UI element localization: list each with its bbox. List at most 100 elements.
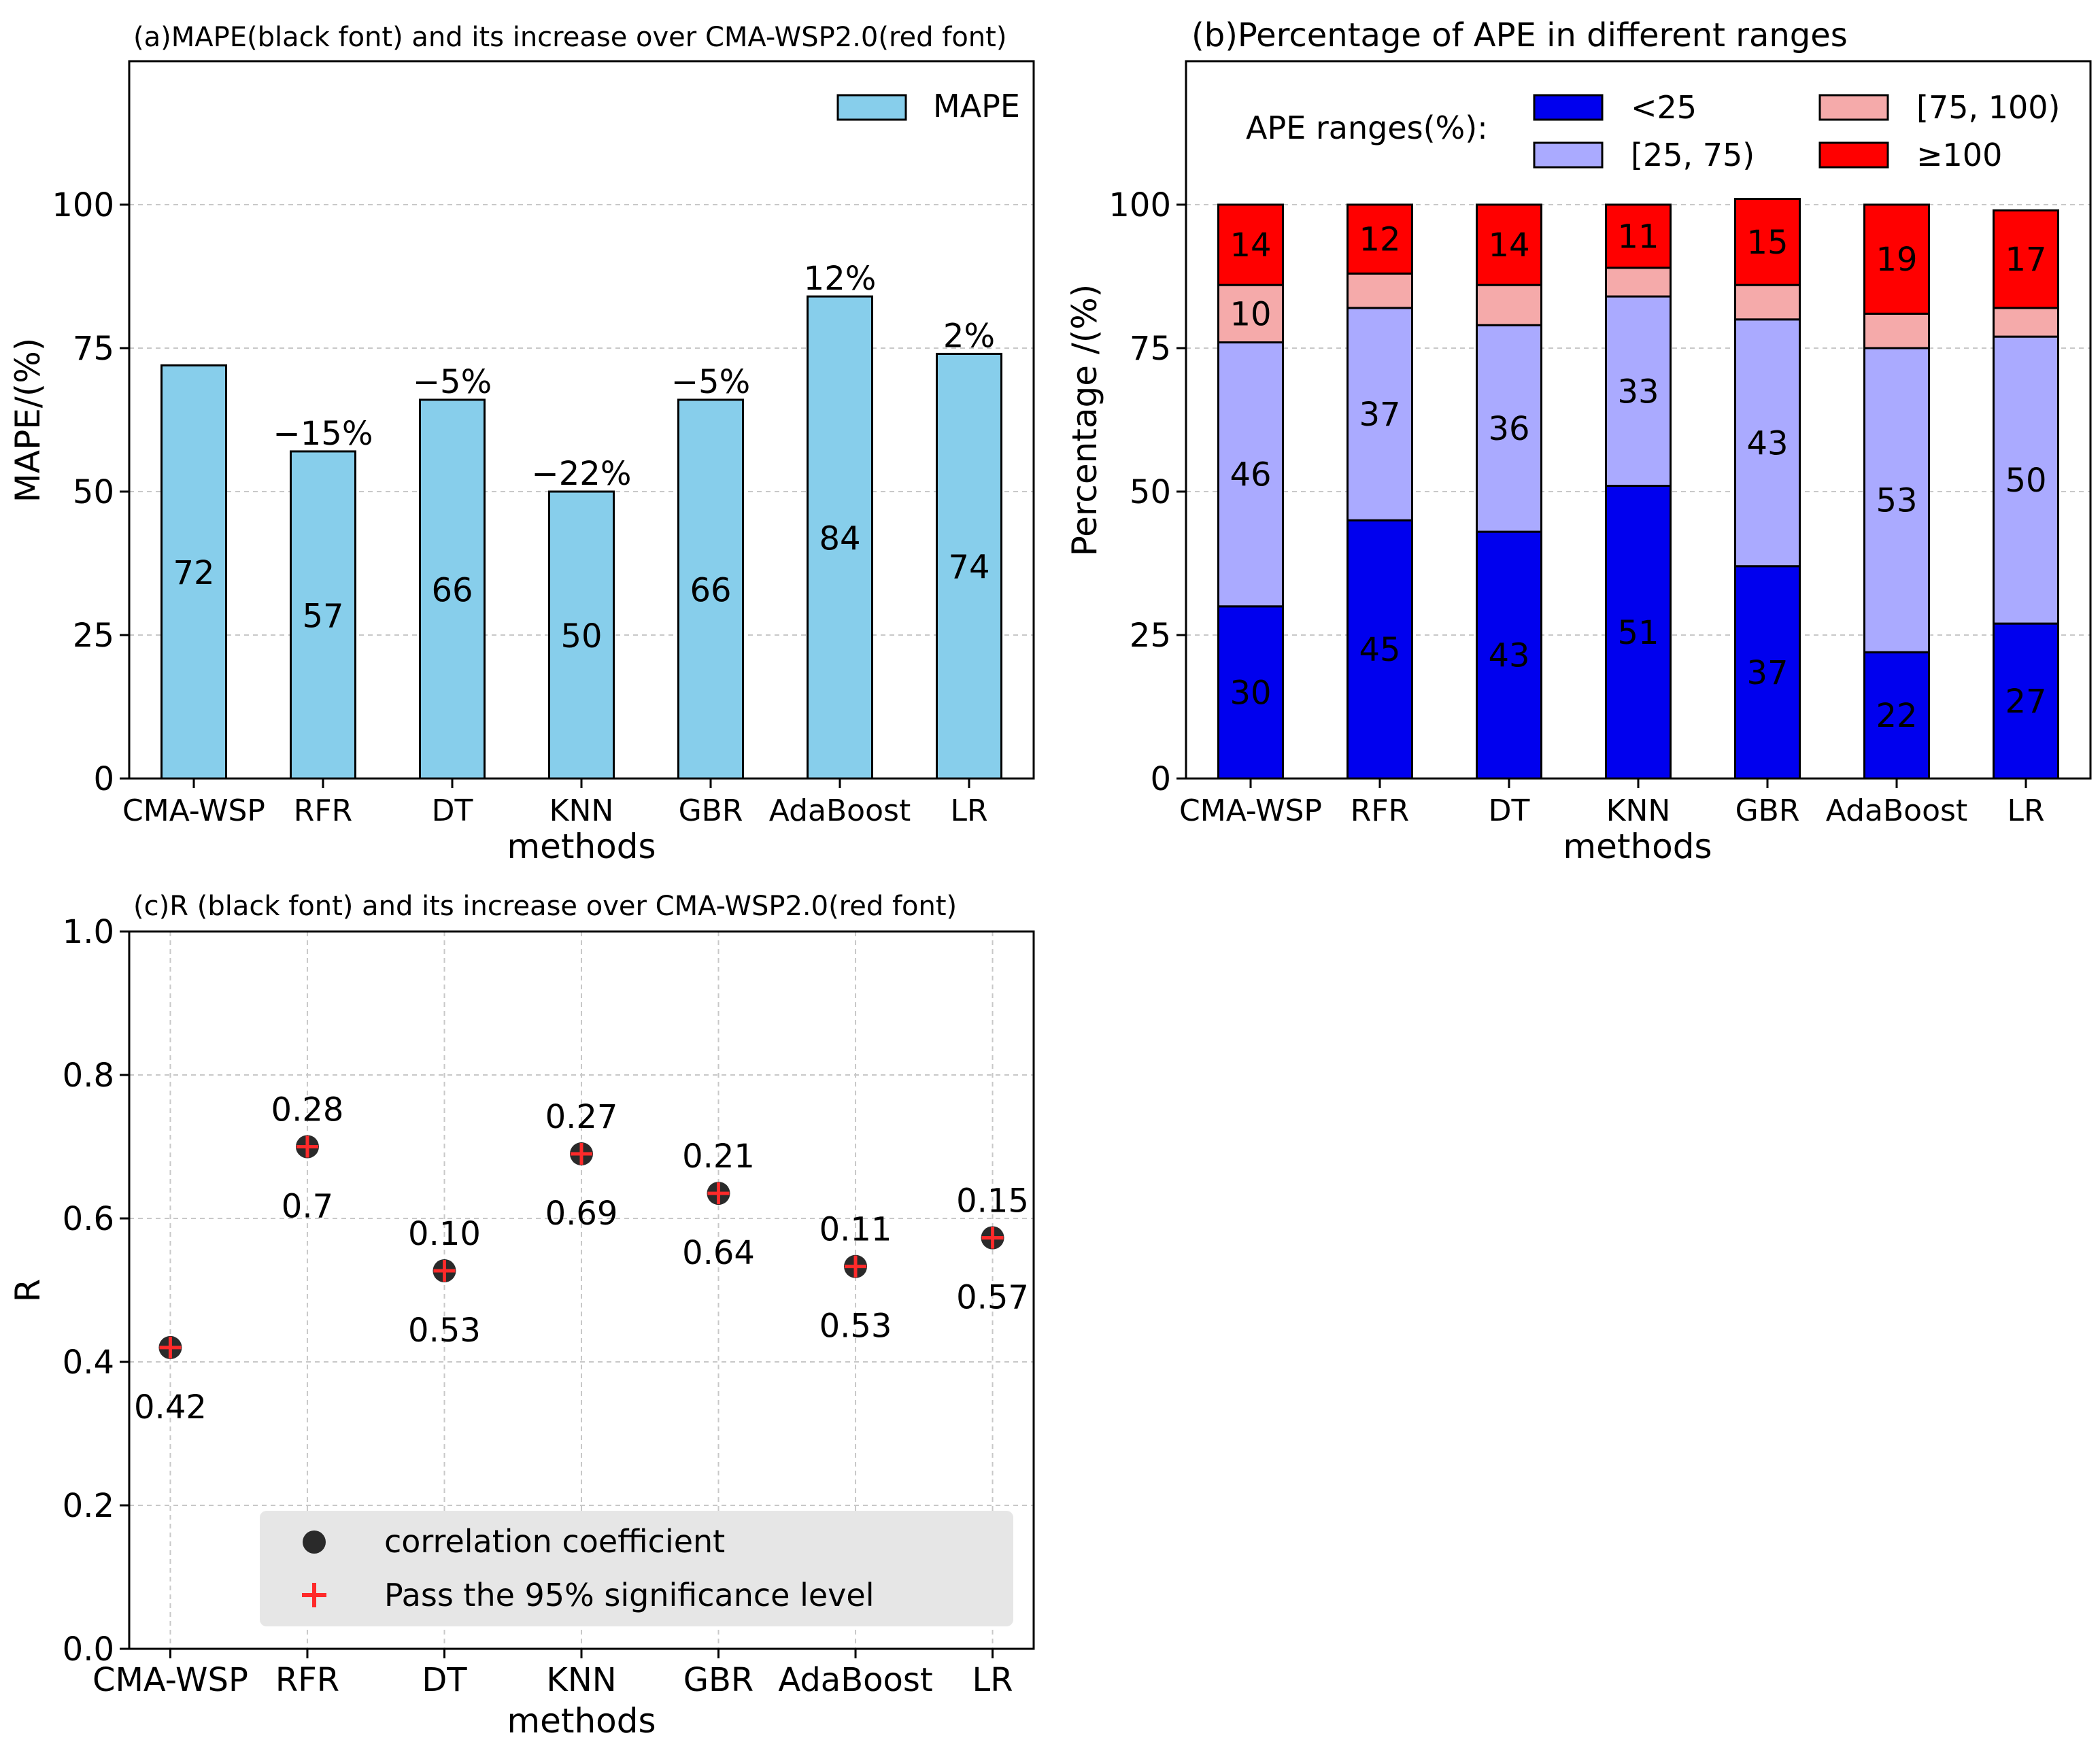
b-segment-label: 19 [1876,241,1917,279]
panel-a-legend: MAPE [836,88,1020,124]
b-segment-label: 12 [1359,221,1400,259]
b-bar-segment [1863,651,1930,780]
b-xtick-label: AdaBoost [1826,793,1967,828]
legend-lt25-swatch [1533,94,1604,121]
a-xtick-label: KNN [549,793,614,828]
panel-c-xlabel: methods [507,1701,656,1741]
panel-c-ylabel: R [8,1279,48,1303]
b-xtick-label: DT [1489,793,1530,828]
a-bar [419,398,486,780]
panel-c-title: (c)R (black font) and its increase over … [133,891,957,922]
panel-c-y-ticks: 0.0 0.2 0.4 0.6 0.8 1.0 [63,913,129,1669]
panel-c-x-ticks: CMA-WSP RFR DT KNN GBR AdaBoost LR [92,1649,1013,1699]
b-ytick-label: 75 [1130,330,1171,368]
b-bar-segment [1734,318,1801,568]
c-increase-label: 0.28 [271,1091,344,1129]
c-increase-label: 0.15 [956,1182,1029,1220]
a-value-label: 50 [560,617,602,655]
b-bar-segment [1347,272,1413,309]
c-ytick-label: 0.8 [63,1057,114,1095]
c-xtick-label: DT [422,1661,467,1699]
b-segment-label: 45 [1359,631,1400,669]
b-xtick-label: CMA-WSP [1179,793,1322,828]
b-bar-segment [1217,605,1284,780]
a-value-label: 74 [948,549,989,587]
a-ytick-label: 0 [93,760,114,798]
c-increase-label: 0.27 [545,1098,618,1136]
legend-ape-title: APE ranges(%): [1246,109,1488,146]
a-value-label: 72 [173,554,214,592]
a-ytick-label: 100 [52,186,114,224]
b-bar-segment [1605,485,1672,780]
a-xtick-label: AdaBoost [769,793,911,828]
c-increase-label: 0.10 [408,1215,481,1253]
a-ytick-label: 75 [73,330,114,368]
a-ytick-label: 50 [73,473,114,511]
b-xtick-label: LR [2007,793,2044,828]
c-value-label: 0.69 [545,1195,618,1233]
b-segment-label: 37 [1359,396,1400,434]
b-xtick-label: GBR [1735,793,1800,828]
b-bar-segment [1217,341,1284,608]
c-increase-label: 0.11 [819,1211,892,1249]
b-segment-label: 43 [1488,637,1529,675]
c-xtick-label: CMA-WSP [92,1661,248,1699]
b-ytick-label: 0 [1150,760,1171,798]
a-ytick-label: 25 [73,617,114,655]
b-segment-label: 14 [1230,226,1271,264]
a-xtick-label: CMA-WSP [122,793,265,828]
b-xtick-label: KNN [1606,793,1671,828]
legend-75-100-swatch [1818,94,1889,121]
b-bar-segment [1734,284,1801,321]
b-bar-segment [1476,284,1542,326]
a-xtick-label: DT [432,793,473,828]
panel-b-legend: APE ranges(%): <25 [25, 75) [75, 100) ≥1… [1246,89,2060,173]
a-increase-label: −15% [273,415,373,453]
legend-significance-label: Pass the 95% significance level [384,1577,874,1613]
panel-a-mape-chart: (a)MAPE(black font) and its increase ove… [8,22,1035,866]
c-value-label: 0.53 [408,1312,481,1350]
b-segment-label: 46 [1230,456,1271,494]
b-bar-segment [1863,203,1930,315]
b-bar-segment [1217,203,1284,286]
b-bar-segment [1347,307,1413,522]
c-increase-label: 0.21 [682,1138,755,1176]
b-segment-label: 22 [1876,697,1917,735]
b-segment-label: 15 [1746,224,1788,262]
c-value-label: 0.64 [682,1234,755,1272]
panel-c-points: 0.42 0.7 0.28 0.53 0.10 0.69 0.27 0.64 0.21 0.53 0… [134,1091,1029,1426]
a-increase-label: −5% [413,363,492,401]
b-bar-segment [1347,519,1413,780]
panel-b-ape-stacked-chart: (b)Percentage of APE in different ranges… [1065,16,2092,866]
b-xtick-label: RFR [1351,793,1409,828]
legend-correlation-label: correlation coefficient [384,1523,725,1560]
panel-b-y-ticks: 0 25 50 75 100 [1108,186,1186,798]
a-xtick-label: RFR [294,793,352,828]
a-value-label: 66 [690,571,731,609]
b-segment-label: 14 [1488,226,1529,264]
panel-a-y-ticks: 0 25 50 75 100 [52,186,129,798]
c-value-label: 0.7 [282,1188,333,1226]
c-value-label: 0.57 [956,1278,1029,1316]
legend-dot-icon [303,1531,326,1554]
a-bar [677,398,744,780]
b-bar-segment [1605,267,1672,298]
panel-a-xlabel: methods [507,827,656,866]
legend-mape-swatch [836,94,907,121]
b-segment-label: 30 [1230,674,1271,712]
c-value-label: 0.42 [134,1388,207,1426]
panel-a-title: (a)MAPE(black font) and its increase ove… [133,22,1006,53]
a-increase-label: −5% [671,363,750,401]
panel-b-x-ticks: CMA-WSP RFR DT KNN GBR AdaBoost LR [1179,779,2045,828]
a-value-label: 84 [819,520,860,558]
b-bar-segment [1605,203,1672,269]
c-value-label: 0.53 [819,1307,892,1346]
a-bar [548,490,615,780]
panel-b-bars: 30 46 10 14 45 37 12 43 36 14 51 33 11 37 43 15 22 53 19 27… [1217,198,2059,780]
c-ytick-label: 1.0 [63,913,114,951]
b-bar-segment [1476,530,1542,780]
c-xtick-label: RFR [275,1661,339,1699]
panel-a-x-ticks: CMA-WSP RFR DT KNN GBR AdaBoost LR [122,779,988,828]
panel-a-ylabel: MAPE/(%) [8,338,48,502]
